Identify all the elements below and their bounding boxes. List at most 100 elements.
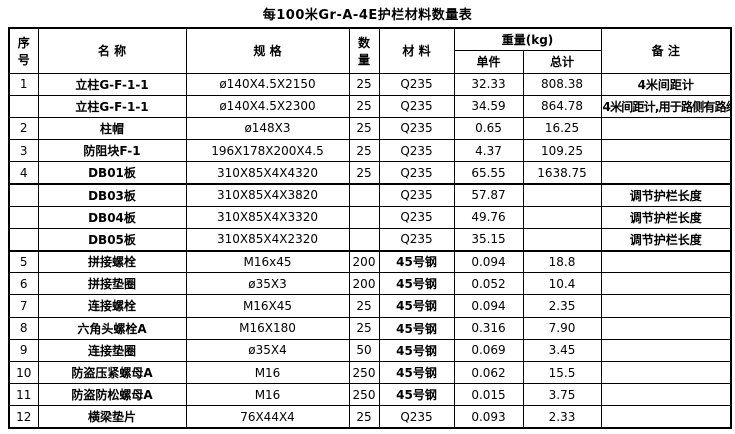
table-row: 12 横梁垫片 76X44X4 25 Q235 0.093 2.33	[8, 405, 732, 429]
cell-seq: 9	[8, 338, 39, 362]
cell-unit: 65.55	[453, 161, 524, 185]
cell-seq	[8, 227, 39, 252]
material-quantity-table: 序 号 名 称 规 格 数 量 材 料 重量(kg) 备 注 单件 总计 1 立柱…	[8, 27, 733, 429]
cell-material: 45号钢	[378, 294, 455, 318]
cell-qty: 25	[348, 405, 380, 429]
cell-name: 拼接垫圈	[37, 272, 187, 296]
cell-total: 10.4	[522, 272, 602, 296]
table-row: 8 六角头螺栓A M16X180 25 45号钢 0.316 7.90	[8, 316, 732, 340]
cell-remark: 调节护栏长度	[600, 183, 732, 207]
cell-unit: 32.33	[453, 72, 524, 96]
cell-name: DB01板	[37, 161, 187, 185]
cell-spec: M16X180	[185, 316, 350, 340]
cell-unit: 0.062	[453, 360, 524, 385]
cell-qty: 25	[348, 161, 380, 185]
cell-material: Q235	[378, 94, 455, 118]
cell-qty: 250	[348, 360, 380, 385]
col-header-total-weight: 总计	[522, 49, 602, 74]
cell-total	[522, 183, 602, 207]
cell-total: 16.25	[522, 116, 602, 141]
cell-remark	[600, 294, 732, 318]
cell-unit: 0.316	[453, 316, 524, 340]
table-row: 7 连接螺栓 M16X45 25 45号钢 0.094 2.35	[8, 294, 732, 318]
cell-qty: 250	[348, 383, 380, 407]
cell-total: 3.75	[522, 383, 602, 407]
cell-remark: 调节护栏长度	[600, 205, 732, 229]
cell-name: 连接垫圈	[37, 338, 187, 362]
col-header-remark: 备 注	[600, 27, 732, 74]
cell-seq: 1	[8, 72, 39, 96]
cell-total: 2.35	[522, 294, 602, 318]
cell-name: 横梁垫片	[37, 405, 187, 429]
table-row: 4 DB01板 310X85X4X4320 25 Q235 65.55 1638.75	[8, 161, 732, 185]
cell-seq: 4	[8, 161, 39, 185]
cell-unit: 35.15	[453, 227, 524, 252]
cell-spec: 196X178X200X4.5	[185, 139, 350, 163]
cell-remark	[600, 116, 732, 141]
cell-spec: 310X85X4X2320	[185, 227, 350, 252]
cell-material: 45号钢	[378, 383, 455, 407]
cell-qty: 200	[348, 249, 380, 274]
cell-seq: 7	[8, 294, 39, 318]
cell-qty	[348, 183, 380, 207]
cell-material: 45号钢	[378, 272, 455, 296]
cell-name: DB03板	[37, 183, 187, 207]
cell-qty: 50	[348, 338, 380, 362]
cell-material: Q235	[378, 183, 455, 207]
cell-qty: 25	[348, 116, 380, 141]
cell-remark	[600, 249, 732, 274]
table-row: 11 防盗防松螺母A M16 250 45号钢 0.015 3.75	[8, 383, 732, 407]
cell-material: 45号钢	[378, 360, 455, 385]
cell-unit: 0.65	[453, 116, 524, 141]
cell-qty	[348, 227, 380, 252]
cell-seq: 2	[8, 116, 39, 141]
col-header-material: 材 料	[378, 27, 455, 74]
table-row: 3 防阻块F-1 196X178X200X4.5 25 Q235 4.37 109.25	[8, 139, 732, 163]
cell-spec: 310X85X4X4320	[185, 161, 350, 185]
cell-name: 六角头螺栓A	[37, 316, 187, 340]
cell-seq: 5	[8, 249, 39, 274]
cell-unit: 57.87	[453, 183, 524, 207]
cell-name: 拼接螺栓	[37, 249, 187, 274]
cell-name: DB04板	[37, 205, 187, 229]
cell-seq: 12	[8, 405, 39, 429]
col-header-qty: 数 量	[348, 27, 380, 74]
cell-spec: M16x45	[185, 249, 350, 274]
cell-unit: 0.052	[453, 272, 524, 296]
cell-remark	[600, 139, 732, 163]
cell-unit: 0.094	[453, 249, 524, 274]
cell-unit: 0.094	[453, 294, 524, 318]
cell-spec: ø148X3	[185, 116, 350, 141]
cell-total	[522, 205, 602, 229]
col-header-spec: 规 格	[185, 27, 350, 74]
cell-spec: 310X85X4X3820	[185, 183, 350, 207]
cell-name: 连接螺栓	[37, 294, 187, 318]
cell-total: 15.5	[522, 360, 602, 385]
cell-qty: 25	[348, 72, 380, 96]
cell-material: 45号钢	[378, 316, 455, 340]
cell-material: 45号钢	[378, 338, 455, 362]
cell-seq: 3	[8, 139, 39, 163]
cell-name: 防盗防松螺母A	[37, 383, 187, 407]
col-header-weight: 重量(kg)	[453, 27, 602, 51]
table-row: 5 拼接螺栓 M16x45 200 45号钢 0.094 18.8	[8, 249, 732, 274]
col-header-unit-weight: 单件	[453, 49, 524, 74]
col-header-seq: 序 号	[8, 27, 39, 74]
cell-spec: M16X45	[185, 294, 350, 318]
cell-material: Q235	[378, 405, 455, 429]
cell-total: 1638.75	[522, 161, 602, 185]
cell-total: 808.38	[522, 72, 602, 96]
cell-remark	[600, 360, 732, 385]
cell-material: Q235	[378, 139, 455, 163]
table-header: 序 号 名 称 规 格 数 量 材 料 重量(kg) 备 注 单件 总计	[8, 27, 732, 74]
cell-qty: 25	[348, 294, 380, 318]
cell-remark	[600, 383, 732, 407]
cell-spec: ø35X4	[185, 338, 350, 362]
cell-unit: 34.59	[453, 94, 524, 118]
cell-qty: 25	[348, 139, 380, 163]
cell-name: DB05板	[37, 227, 187, 252]
table-row: 立柱G-F-1-1 ø140X4.5X2300 25 Q235 34.59 864.78 4…	[8, 94, 732, 118]
cell-remark	[600, 316, 732, 340]
cell-unit: 0.015	[453, 383, 524, 407]
